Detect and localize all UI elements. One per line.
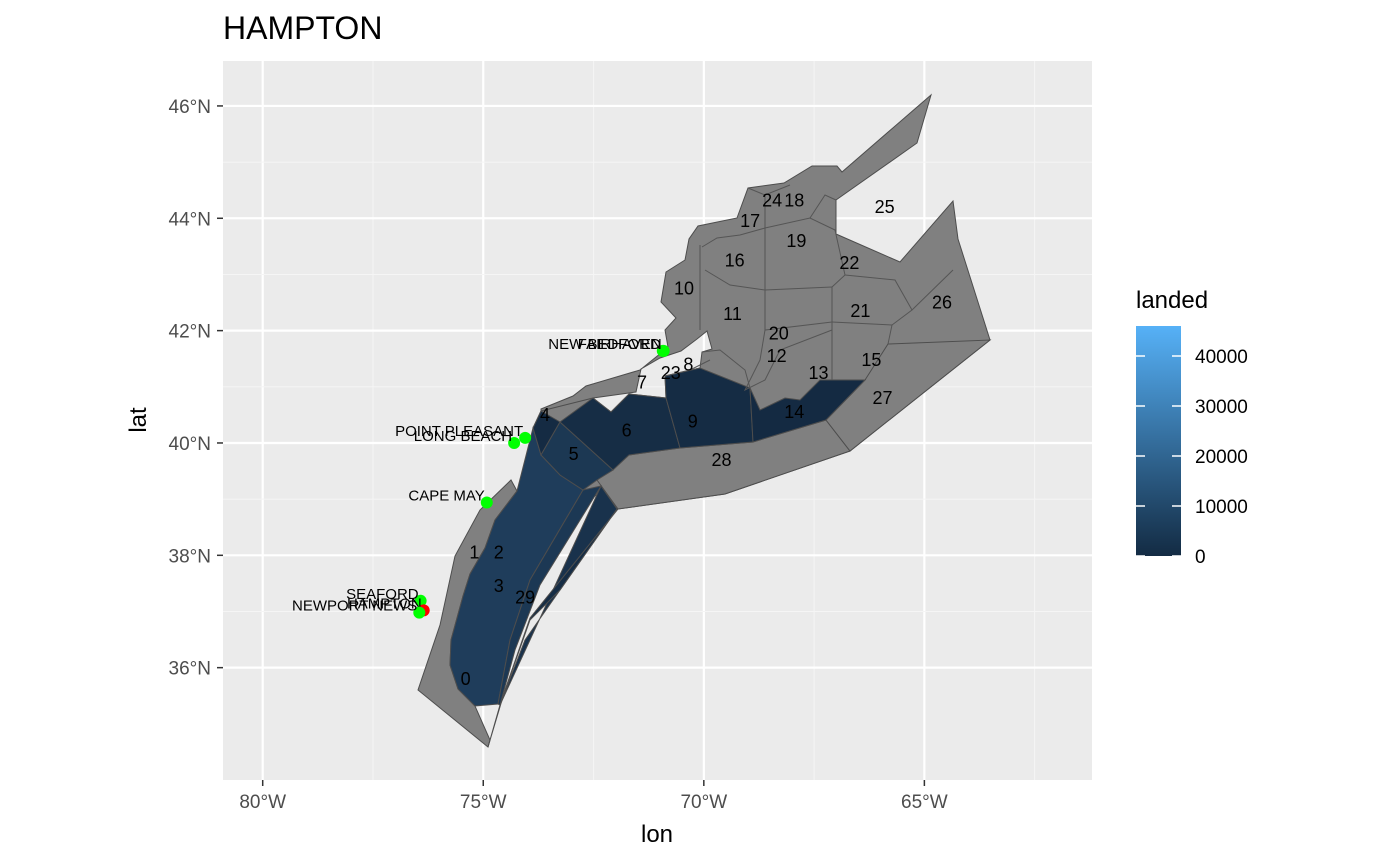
- area-label-3: 3: [494, 576, 504, 596]
- area-label-8: 8: [683, 354, 693, 374]
- area-label-13: 13: [808, 363, 828, 383]
- port-label-long-beach: LONG BEACH: [414, 428, 512, 445]
- legend-label-0: 0: [1195, 547, 1206, 568]
- area-label-1: 1: [469, 543, 479, 563]
- area-label-20: 20: [769, 323, 789, 343]
- area-label-19: 19: [786, 231, 806, 251]
- legend-ticks: 0 10000 20000 30000 40000: [1136, 347, 1248, 568]
- legend-label-1: 10000: [1195, 497, 1248, 518]
- area-label-21: 21: [850, 301, 870, 321]
- x-tick-label-2: 70°W: [680, 792, 727, 813]
- port-label-point-pleasant: POINT PLEASANT: [395, 423, 523, 440]
- area-label-10: 10: [674, 278, 694, 298]
- x-tick-label-0: 80°W: [239, 792, 286, 813]
- y-tick-label-5: 46°N: [169, 97, 211, 118]
- area-label-11: 11: [723, 304, 742, 324]
- statistical-areas: [417, 93, 992, 748]
- port-label-newport-news: NEWPORT NEWS: [292, 598, 417, 615]
- area-label-6: 6: [622, 421, 632, 441]
- axes: 80°W 75°W 70°W 65°W 36°N 38°N 40°N 42°N 44°N 46°N: [169, 97, 948, 813]
- port-label-fairhaven: FAIRHAVEN: [578, 336, 662, 353]
- legend: landed 0 10000 20000 30000 40000: [1136, 287, 1248, 568]
- area-label-26: 26: [932, 293, 952, 313]
- area-label-9: 9: [688, 412, 698, 432]
- legend-title: landed: [1136, 287, 1208, 314]
- area-label-2: 2: [494, 543, 504, 563]
- x-tick-label-3: 65°W: [901, 792, 948, 813]
- grid-lines: [223, 61, 1092, 780]
- area-label-27: 27: [872, 388, 892, 408]
- port-label-seaford: SEAFORD: [346, 586, 419, 603]
- port-marker-cape-may: [480, 496, 493, 509]
- area-29: [487, 508, 620, 748]
- area-label-28: 28: [711, 450, 731, 470]
- port-marker-long-beach: [508, 436, 521, 449]
- y-tick-label-2: 40°N: [169, 434, 211, 455]
- port-marker-newport-news: [413, 606, 426, 619]
- area-label-24: 24: [762, 190, 782, 210]
- port-marker-seaford: [414, 594, 427, 607]
- area-label-22: 22: [839, 253, 859, 273]
- area-14: [749, 379, 867, 443]
- x-axis-title: lon: [641, 821, 673, 848]
- area-label-5: 5: [569, 444, 579, 464]
- legend-label-3: 30000: [1195, 397, 1248, 418]
- y-tick-label-3: 42°N: [169, 322, 211, 343]
- legend-label-2: 20000: [1195, 447, 1248, 468]
- area-label-7: 7: [637, 372, 647, 392]
- port-label-hampton: HAMPTON: [347, 595, 422, 612]
- area-label-23: 23: [661, 363, 681, 383]
- legend-label-4: 40000: [1195, 347, 1248, 368]
- port-label-new-bedford: NEW BEDFORD: [548, 336, 661, 353]
- area-label-14: 14: [784, 402, 804, 422]
- area-label-0: 0: [461, 669, 471, 689]
- area-labels: 01 23294567891011121314151617181920212223…: [461, 190, 952, 689]
- area-boundaries: [664, 184, 954, 392]
- area-label-25: 25: [875, 197, 895, 217]
- area-label-29: 29: [515, 587, 535, 607]
- area-label-18: 18: [784, 190, 804, 210]
- x-tick-label-1: 75°W: [460, 792, 507, 813]
- port-marker-point-pleasant: [519, 431, 532, 444]
- y-tick-label-0: 36°N: [169, 659, 211, 680]
- y-tick-label-4: 44°N: [169, 209, 211, 230]
- area-label-17: 17: [740, 211, 760, 231]
- area-3: [499, 484, 618, 706]
- legend-colorbar: [1136, 326, 1181, 556]
- y-axis-title: lat: [125, 407, 152, 433]
- y-tick-label-1: 38°N: [169, 546, 211, 567]
- area-label-15: 15: [861, 350, 881, 370]
- area-label-16: 16: [725, 250, 745, 270]
- area-label-4: 4: [540, 405, 550, 425]
- port-marker-fairhaven: [657, 344, 670, 357]
- area-label-12: 12: [767, 346, 787, 366]
- plot-title: HAMPTON: [223, 10, 382, 46]
- port-label-cape-may: CAPE MAY: [408, 488, 484, 505]
